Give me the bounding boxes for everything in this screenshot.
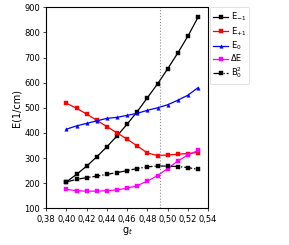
E$_{-1}$: [196, 16, 200, 19]
Line: E$_{+1}$: E$_{+1}$: [65, 101, 200, 157]
ΔE: [115, 188, 119, 191]
E$_0$: [146, 109, 149, 112]
B$^2_0$: [136, 167, 139, 170]
E$_{+1}$: [95, 119, 99, 122]
ΔE: [136, 184, 139, 187]
B$^2_0$: [156, 165, 159, 168]
Line: E$_0$: E$_0$: [65, 86, 200, 131]
E$_0$: [65, 128, 68, 131]
E$_0$: [196, 86, 200, 89]
Line: E$_{-1}$: E$_{-1}$: [65, 16, 200, 184]
B$^2_0$: [166, 165, 169, 168]
B$^2_0$: [196, 168, 200, 171]
E$_{-1}$: [166, 67, 169, 70]
E$_{+1}$: [125, 138, 129, 141]
ΔE: [176, 159, 179, 162]
B$^2_0$: [75, 178, 78, 181]
E$_0$: [85, 122, 88, 125]
Y-axis label: E(1/cm): E(1/cm): [11, 89, 21, 127]
E$_0$: [166, 103, 169, 106]
ΔE: [105, 189, 109, 192]
ΔE: [196, 149, 200, 152]
Legend: E$_{-1}$, E$_{+1}$, E$_0$, ΔE, B$^2_0$: E$_{-1}$, E$_{+1}$, E$_0$, ΔE, B$^2_0$: [210, 7, 249, 84]
ΔE: [125, 187, 129, 190]
ΔE: [156, 174, 159, 177]
E$_{+1}$: [65, 102, 68, 105]
E$_{+1}$: [196, 151, 200, 154]
E$_0$: [105, 117, 109, 120]
ΔE: [75, 189, 78, 192]
Line: ΔE: ΔE: [65, 149, 200, 193]
E$_{-1}$: [115, 135, 119, 137]
B$^2_0$: [186, 166, 190, 169]
E$_{-1}$: [136, 110, 139, 113]
Line: B$^2_0$: B$^2_0$: [65, 164, 200, 184]
E$_{+1}$: [115, 131, 119, 134]
E$_{+1}$: [75, 107, 78, 110]
E$_{+1}$: [166, 154, 169, 157]
E$_{-1}$: [95, 155, 99, 158]
E$_{+1}$: [156, 154, 159, 157]
E$_0$: [115, 116, 119, 119]
E$_{-1}$: [75, 173, 78, 176]
B$^2_0$: [176, 165, 179, 168]
E$_{+1}$: [105, 125, 109, 128]
ΔE: [95, 190, 99, 193]
E$_0$: [186, 94, 190, 97]
B$^2_0$: [125, 169, 129, 172]
B$^2_0$: [115, 171, 119, 174]
E$_{-1}$: [146, 96, 149, 99]
E$_0$: [156, 106, 159, 109]
E$_{+1}$: [176, 153, 179, 156]
E$_0$: [95, 119, 99, 122]
B$^2_0$: [95, 175, 99, 178]
ΔE: [166, 167, 169, 170]
E$_{-1}$: [156, 83, 159, 86]
E$_{-1}$: [85, 165, 88, 168]
ΔE: [85, 190, 88, 193]
B$^2_0$: [146, 165, 149, 168]
E$_{+1}$: [136, 145, 139, 147]
E$_{-1}$: [65, 180, 68, 183]
B$^2_0$: [85, 176, 88, 179]
X-axis label: g$_t$: g$_t$: [122, 225, 133, 237]
E$_{+1}$: [85, 113, 88, 116]
E$_{+1}$: [186, 152, 190, 155]
B$^2_0$: [105, 173, 109, 176]
E$_{-1}$: [125, 123, 129, 126]
ΔE: [186, 154, 190, 157]
B$^2_0$: [65, 180, 68, 183]
E$_{-1}$: [176, 52, 179, 55]
E$_{-1}$: [186, 35, 190, 38]
ΔE: [65, 188, 68, 191]
ΔE: [146, 180, 149, 183]
E$_0$: [125, 114, 129, 117]
E$_0$: [176, 99, 179, 102]
E$_0$: [75, 124, 78, 127]
E$_0$: [136, 112, 139, 115]
E$_{+1}$: [146, 151, 149, 155]
E$_{-1}$: [105, 145, 109, 148]
